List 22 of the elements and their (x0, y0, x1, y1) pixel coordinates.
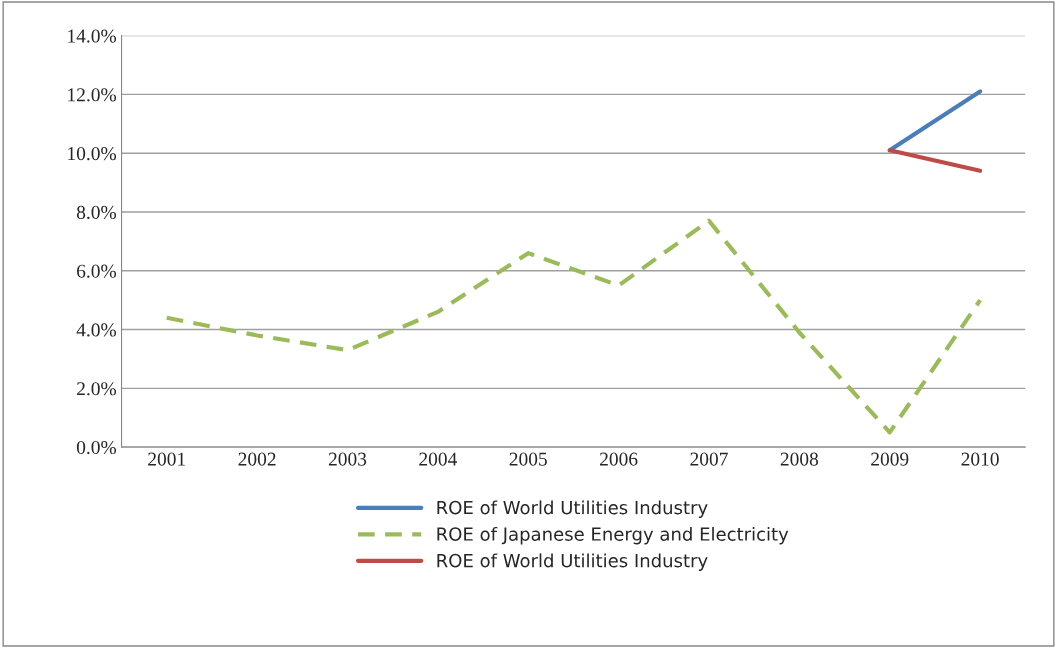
line-series (164, 218, 983, 435)
x-tick-label: 2006 (600, 452, 638, 466)
y-tick-label: 2.0% (77, 382, 117, 396)
x-tick-label: 2002 (238, 452, 276, 466)
y-tick-label: 14.0% (68, 29, 117, 43)
y-tick-label: 10.0% (68, 147, 117, 161)
x-tick-label: 2008 (780, 452, 819, 466)
x-tick-label: 2005 (509, 452, 547, 466)
y-tick-label: 8.0% (76, 205, 117, 220)
y-tick-label: 0.0% (76, 440, 117, 455)
y-tick-label: 4.0% (76, 323, 117, 337)
x-tick-label: 2007 (690, 452, 728, 466)
x-tick-label: 2009 (871, 452, 909, 466)
x-tick-label: 2003 (328, 452, 367, 466)
legend-label: ROE of World Utilities Industry (437, 500, 708, 518)
x-tick-label: 2001 (148, 452, 186, 466)
y-tick-label: 6.0% (77, 264, 117, 278)
y-tick-label: 12.0% (68, 88, 117, 102)
x-tick-label: 2004 (419, 452, 457, 466)
x-tick-label: 2010 (961, 452, 999, 466)
legend-label: ROE of Japanese Energy and Electricity (437, 526, 789, 545)
legend-label: ROE of World Utilities Industry (437, 553, 708, 571)
